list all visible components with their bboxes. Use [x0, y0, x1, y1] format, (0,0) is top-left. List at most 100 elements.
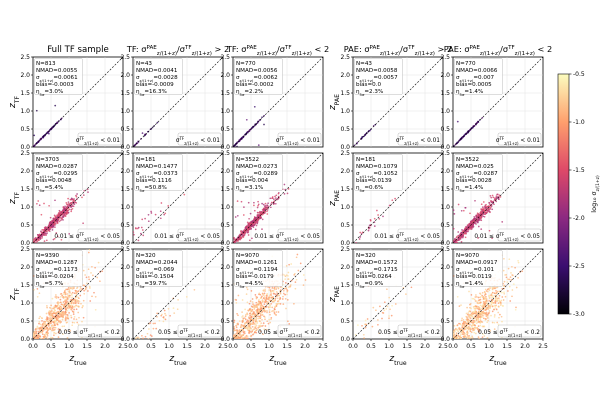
data-point: [257, 213, 260, 216]
data-point: [245, 334, 248, 337]
one-to-one-line: [352, 56, 444, 148]
data-point: [285, 307, 287, 310]
y-tick-label: 0.5: [340, 126, 350, 133]
data-point: [285, 287, 288, 289]
data-point: [253, 201, 255, 204]
data-point: [41, 232, 44, 235]
bin-box: [497, 324, 542, 338]
data-point: [274, 195, 276, 198]
x-tick-label: 1.0: [64, 343, 74, 350]
data-point: [471, 315, 473, 318]
stat-n: N=3703: [36, 157, 60, 163]
data-point: [54, 316, 57, 318]
data-point: [54, 309, 57, 312]
data-point: [265, 297, 268, 299]
data-point: [91, 265, 93, 268]
data-point: [100, 247, 102, 249]
data-point: [176, 308, 179, 311]
data-point: [234, 216, 237, 218]
data-point: [270, 318, 272, 321]
data-point: [55, 297, 58, 300]
y-tick-label: 0.0: [20, 336, 30, 343]
data-point: [490, 314, 492, 317]
scatter-points: [33, 188, 89, 243]
x-tick-label: 0.0: [128, 343, 138, 350]
data-point: [46, 305, 48, 307]
data-point: [293, 274, 296, 276]
data-point: [500, 315, 503, 318]
data-point: [499, 313, 501, 316]
data-point: [489, 206, 492, 209]
data-point: [469, 222, 472, 224]
data-point: [266, 310, 268, 312]
data-point: [489, 287, 492, 289]
data-point: [56, 319, 59, 321]
data-point: [261, 304, 264, 307]
data-point: [268, 289, 271, 291]
data-point: [501, 320, 503, 323]
data-point: [39, 236, 42, 239]
data-point: [52, 219, 54, 222]
stats-box: [34, 154, 83, 191]
data-point: [474, 324, 477, 327]
y-tick-label: 2.5: [120, 54, 130, 61]
data-point: [251, 305, 254, 308]
data-point: [149, 322, 152, 324]
x-tick-label: 0.5: [466, 343, 476, 350]
data-point: [484, 311, 486, 314]
data-point: [74, 289, 77, 292]
y-tick-label: 2.5: [120, 246, 130, 253]
data-point: [57, 315, 60, 318]
data-point: [501, 305, 504, 307]
data-point: [71, 286, 74, 289]
data-point: [45, 234, 48, 236]
data-point: [500, 302, 502, 305]
stat-nmad: NMAD=0.0917: [456, 260, 498, 266]
data-point: [511, 289, 514, 291]
data-point: [73, 287, 75, 290]
data-point: [54, 321, 57, 323]
bin-box: [277, 228, 322, 242]
x-axis-label: ztrue: [168, 354, 187, 367]
data-point: [251, 298, 254, 300]
data-point: [488, 207, 490, 210]
data-point: [77, 296, 80, 299]
data-point: [471, 335, 474, 338]
data-point: [460, 231, 463, 234]
data-point: [40, 337, 43, 339]
data-point: [253, 204, 255, 207]
x-tick-label: 0.0: [228, 343, 238, 350]
data-point: [75, 308, 78, 311]
data-point: [75, 195, 78, 198]
data-point: [304, 279, 307, 281]
y-tick-label: 1.0: [20, 300, 30, 307]
data-point: [379, 305, 381, 308]
stats-box: [354, 250, 403, 287]
data-point: [39, 237, 42, 240]
data-point: [479, 212, 482, 215]
data-point: [473, 310, 476, 313]
data-point: [489, 307, 492, 309]
data-point: [37, 239, 40, 241]
stat-sigma: σz/(1+z)=0.069: [136, 267, 175, 275]
data-point: [489, 330, 492, 332]
y-tick-label: 1.0: [440, 300, 450, 307]
data-point: [249, 312, 251, 315]
one-to-one-line: [232, 152, 324, 244]
data-point: [262, 289, 265, 292]
data-point: [48, 230, 51, 232]
data-point: [236, 145, 238, 147]
data-point: [453, 213, 456, 215]
data-point: [52, 238, 55, 241]
data-point: [481, 311, 483, 313]
data-point: [55, 332, 57, 335]
data-point: [269, 306, 271, 309]
data-point: [61, 294, 64, 297]
data-point: [484, 288, 487, 291]
data-point: [486, 313, 488, 316]
data-point: [64, 306, 66, 309]
data-point: [70, 316, 73, 319]
bin-label-small-error: σTFz/(1+z) < 0.01: [276, 136, 320, 146]
data-point: [377, 323, 379, 326]
data-point: [278, 298, 281, 301]
